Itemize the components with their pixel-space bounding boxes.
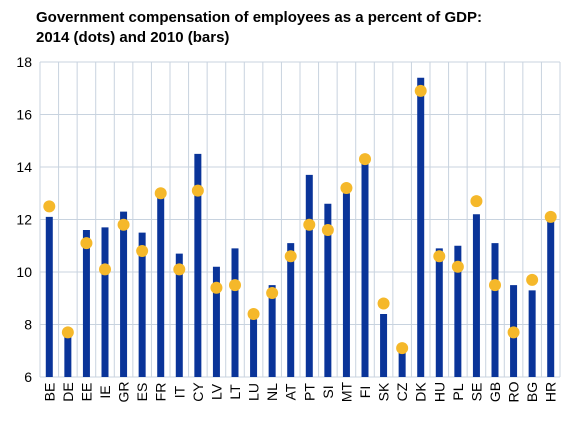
x-tick-label: LV [208, 383, 224, 400]
dot [544, 210, 557, 223]
bar [342, 193, 350, 377]
dot [284, 250, 297, 263]
bar [194, 153, 202, 377]
x-tick-label: RO [506, 381, 522, 402]
bar [435, 248, 443, 377]
dot [414, 84, 427, 97]
x-tick-label: ES [134, 383, 150, 402]
x-tick-label: SI [320, 385, 336, 398]
dot [489, 279, 501, 292]
dot [117, 218, 130, 231]
dot [80, 237, 93, 250]
x-tick-label: IE [97, 385, 113, 398]
dot [99, 263, 111, 276]
bar [268, 285, 276, 377]
x-tick-label: HU [431, 382, 447, 402]
y-tick-label: 14 [16, 159, 32, 175]
bar [491, 243, 499, 377]
x-tick-label: LT [227, 384, 243, 400]
bar [120, 211, 128, 377]
y-tick-label: 6 [24, 369, 32, 385]
x-tick-label: PL [450, 383, 466, 400]
dot [396, 342, 409, 355]
bar [82, 230, 90, 377]
x-tick-label: SE [468, 383, 484, 402]
bar [231, 248, 239, 377]
dot [303, 218, 316, 231]
bar [380, 314, 388, 377]
dot [377, 297, 390, 310]
x-tick-label: DE [60, 382, 76, 401]
dot [340, 182, 353, 194]
x-tick-label: EE [78, 383, 94, 402]
dot [359, 153, 371, 166]
dot [210, 281, 223, 294]
bar [361, 159, 369, 377]
dot [433, 250, 446, 263]
dot [526, 273, 539, 286]
dot [61, 326, 74, 339]
bar [101, 227, 109, 377]
bar [157, 193, 165, 377]
bar [417, 77, 425, 377]
bar [175, 253, 183, 377]
dot [173, 263, 186, 276]
dot [229, 279, 241, 292]
dot [191, 184, 204, 197]
x-tick-label: FI [357, 386, 373, 398]
bar [250, 319, 258, 377]
bar [472, 214, 480, 377]
bar [528, 290, 536, 377]
bar [287, 243, 295, 377]
x-tick-label: BE [41, 383, 57, 402]
x-tick-label: NL [264, 383, 280, 401]
x-tick-label: DK [413, 382, 429, 402]
dot [247, 308, 260, 320]
x-tick-label: BG [524, 382, 540, 402]
chart-title-line-2: 2014 (dots) and 2010 (bars) [36, 29, 230, 46]
bar [324, 203, 332, 377]
bar [547, 216, 555, 377]
x-tick-label: GB [487, 382, 503, 402]
bar [64, 332, 72, 377]
y-tick-label: 18 [16, 54, 32, 70]
x-tick-label: CY [190, 382, 206, 402]
dot [470, 195, 483, 208]
x-tick-label: CZ [394, 382, 410, 401]
x-tick-label: IT [171, 385, 187, 398]
bar [305, 174, 313, 377]
bar [398, 348, 406, 377]
bar [138, 232, 146, 377]
y-tick-label: 16 [16, 107, 32, 123]
dot [266, 287, 279, 299]
y-tick-label: 12 [16, 212, 32, 228]
dot [451, 260, 464, 273]
bar [454, 245, 462, 377]
chart-title-line-1: Government compensation of employees as … [36, 9, 482, 26]
x-tick-label: AT [283, 383, 299, 400]
chart-title: Government compensation of employees as … [36, 8, 566, 48]
dot [43, 200, 56, 213]
x-tick-label: LU [246, 383, 262, 401]
bar [45, 216, 53, 377]
x-tick-label: MT [338, 381, 354, 402]
x-tick-label: HR [543, 382, 559, 402]
x-tick-label: GR [116, 382, 132, 403]
y-tick-label: 8 [24, 317, 32, 333]
dot [154, 187, 167, 200]
bar [212, 266, 220, 377]
y-tick-label: 10 [16, 264, 32, 280]
dot [507, 326, 520, 339]
x-tick-label: FR [153, 383, 169, 402]
x-tick-label: PT [301, 383, 317, 401]
dot [136, 245, 149, 257]
dot [321, 224, 334, 236]
x-tick-label: SK [376, 382, 392, 401]
